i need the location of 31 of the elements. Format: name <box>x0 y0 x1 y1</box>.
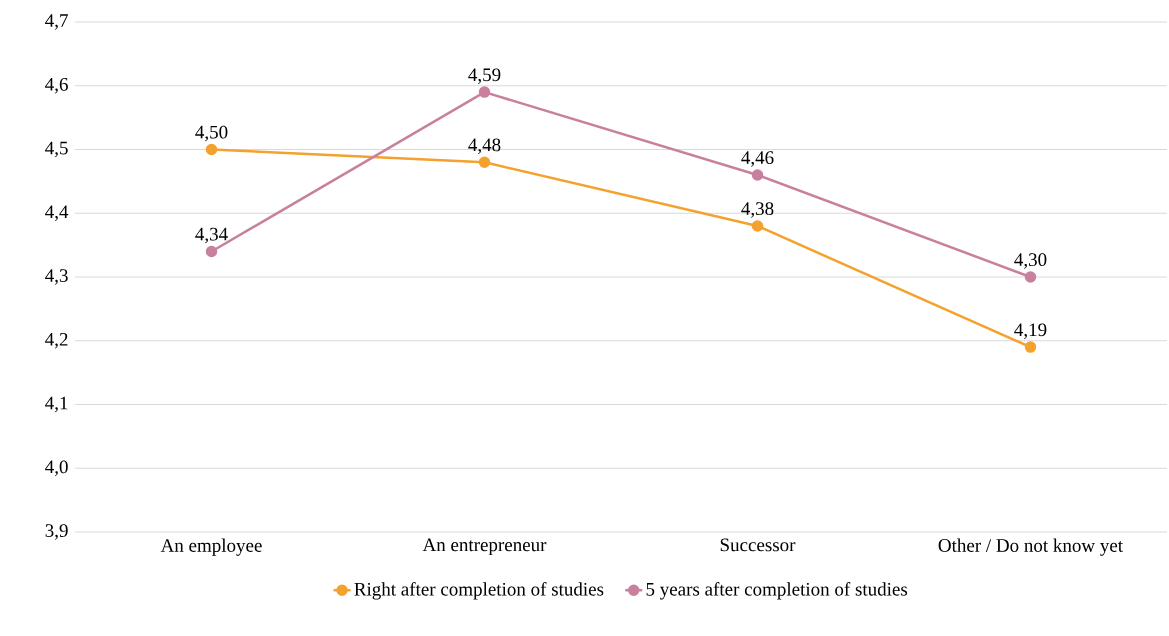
y-tick-label: 4,5 <box>45 141 68 158</box>
y-tick-label: 4,6 <box>45 77 68 94</box>
x-tick-label: An employee <box>160 538 262 556</box>
point <box>1024 271 1037 283</box>
data-label: 4,30 <box>1014 253 1047 269</box>
legend-label: Right after completion of studies <box>354 582 604 600</box>
point <box>1024 341 1037 353</box>
y-tick-label: 4,7 <box>45 14 68 30</box>
legend-label: 5 years after completion of studies <box>646 582 908 600</box>
data-label: 4,19 <box>1014 323 1047 339</box>
data-label: 4,59 <box>468 68 501 84</box>
point <box>478 156 491 168</box>
y-tick-label: 4,0 <box>45 460 68 477</box>
y-tick-label: 4,2 <box>45 332 68 349</box>
data-label: 4,38 <box>741 202 774 218</box>
x-tick-label: Other / Do not know yet <box>938 538 1123 556</box>
y-tick-label: 4,4 <box>45 205 69 221</box>
data-label: 4,46 <box>741 151 774 167</box>
data-label: 4,34 <box>195 227 228 244</box>
point <box>751 169 764 181</box>
point <box>478 86 491 98</box>
y-tick-label: 4,1 <box>45 396 68 413</box>
point <box>751 220 764 232</box>
x-tick-label: An entrepreneur <box>422 538 547 556</box>
point <box>205 245 218 258</box>
x-tick-label: Successor <box>720 538 796 552</box>
data-label: 4,50 <box>195 125 228 142</box>
data-label: 4,48 <box>468 138 501 155</box>
point <box>205 143 218 156</box>
y-tick-label: 3,9 <box>45 524 68 540</box>
y-tick-label: 4,3 <box>45 269 68 285</box>
